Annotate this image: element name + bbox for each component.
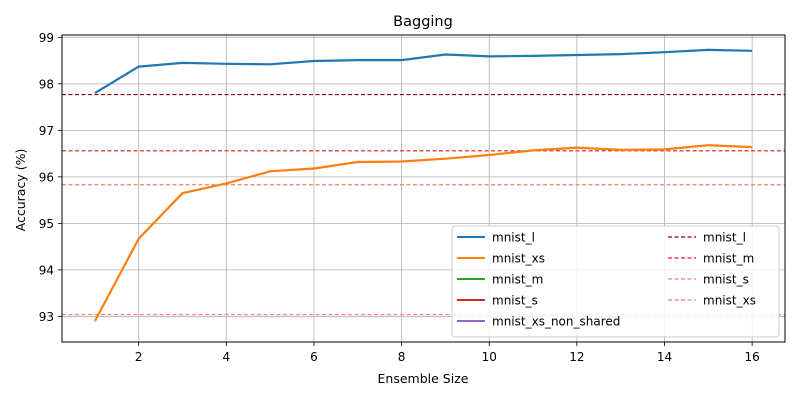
legend-label-series-mnist_s: mnist_s xyxy=(492,294,538,308)
legend-label-series-mnist_xs: mnist_xs xyxy=(492,252,545,266)
legend-box xyxy=(451,225,780,338)
legend-label-series-mnist_l: mnist_l xyxy=(492,231,535,245)
y-tick-label-3: 96 xyxy=(39,170,54,184)
x-tick-label-1: 4 xyxy=(222,350,230,364)
chart-title: Bagging xyxy=(393,14,453,30)
legend-label-series-mnist_m: mnist_m xyxy=(492,273,543,287)
series-line-mnist_l xyxy=(94,48,753,95)
y-tick-label-4: 97 xyxy=(39,124,54,138)
x-tick-label-7: 16 xyxy=(744,350,759,364)
y-tick-label-2: 95 xyxy=(39,217,54,231)
x-axis-label: Ensemble Size xyxy=(378,371,469,386)
x-tick-label-5: 12 xyxy=(569,350,584,364)
x-tick-label-0: 2 xyxy=(135,350,143,364)
reference-lines xyxy=(62,93,785,316)
series-lines xyxy=(93,48,753,322)
plot-frame xyxy=(61,34,786,343)
x-axis-ticks: 2 4 6 8 10 12 14 16 xyxy=(135,342,760,364)
x-tick-label-3: 8 xyxy=(398,350,406,364)
y-tick-label-6: 99 xyxy=(39,31,54,45)
legend-label-reference-mnist_s: mnist_s xyxy=(703,273,749,287)
series-line-mnist_xs xyxy=(93,144,753,322)
y-axis-label: Accuracy (%) xyxy=(13,149,28,232)
legend-label-reference-mnist_m: mnist_m xyxy=(703,252,754,266)
legend: mnist_l mnist_xs mnist_m mnist_s mnist_xs_no… xyxy=(451,225,780,338)
x-tick-label-4: 10 xyxy=(482,350,497,364)
legend-label-reference-mnist_xs: mnist_xs xyxy=(703,294,756,308)
y-tick-label-1: 94 xyxy=(39,263,54,277)
y-axis-ticks: 93 94 95 96 97 98 99 xyxy=(39,31,62,324)
y-tick-label-0: 93 xyxy=(39,310,54,324)
legend-label-reference-mnist_l: mnist_l xyxy=(703,231,746,245)
x-tick-label-6: 14 xyxy=(657,350,672,364)
y-tick-label-5: 98 xyxy=(39,77,54,91)
x-tick-label-2: 6 xyxy=(310,350,318,364)
legend-label-series-mnist_xs_non_shared: mnist_xs_non_shared xyxy=(492,315,620,329)
